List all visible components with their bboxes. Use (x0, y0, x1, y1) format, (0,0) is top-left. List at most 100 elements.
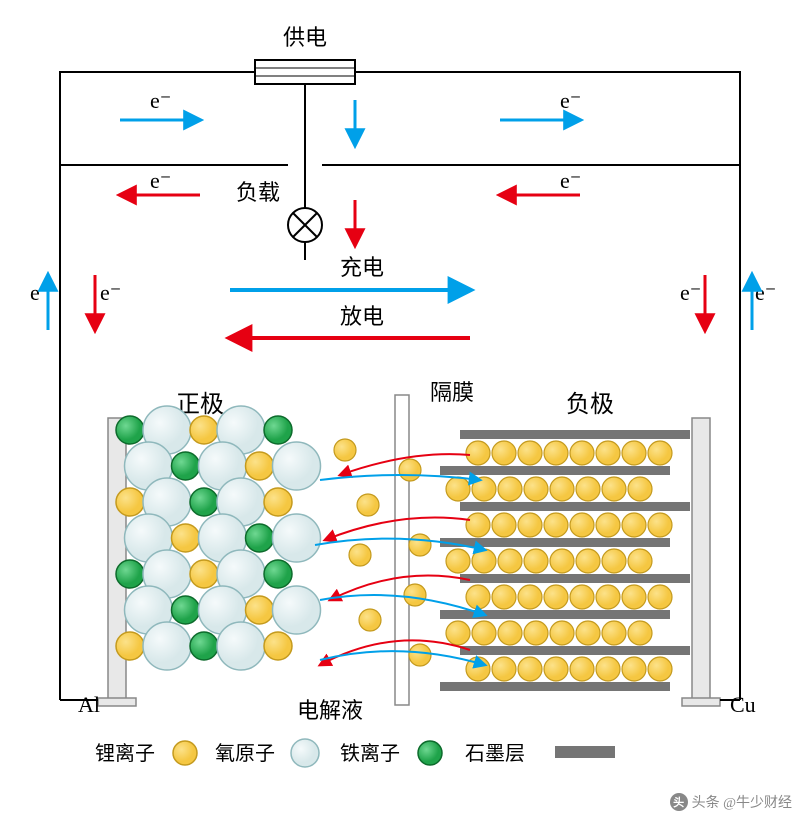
lithium-ion (190, 416, 218, 444)
anode-layers (440, 430, 690, 691)
lithium-ion (472, 477, 496, 501)
electron-label: e⁻ (100, 280, 121, 305)
electron-label: e⁻ (150, 168, 171, 193)
lithium-ion (576, 477, 600, 501)
lithium-ion (544, 657, 568, 681)
lithium-ion (172, 524, 200, 552)
lithium-ion (399, 459, 421, 481)
load-label: 负载 (236, 180, 280, 205)
iron-ion (190, 488, 218, 516)
lithium-ion (357, 494, 379, 516)
lithium-ion (246, 596, 274, 624)
lithium-ion (596, 513, 620, 537)
separator-label: 隔膜 (430, 380, 474, 405)
lithium-ion (492, 657, 516, 681)
iron-ion (116, 416, 144, 444)
lithium-ion (622, 585, 646, 609)
lithium-ion (466, 513, 490, 537)
graphite-layer (460, 574, 690, 583)
iron-ion (264, 560, 292, 588)
lithium-ion (492, 441, 516, 465)
oxygen-atom (273, 514, 321, 562)
lithium-ion (596, 657, 620, 681)
lithium-ion (349, 544, 371, 566)
lithium-ion (518, 657, 542, 681)
lithium-ion (498, 477, 522, 501)
lithium-ion (570, 585, 594, 609)
lithium-ion (409, 534, 431, 556)
lithium-ion (544, 585, 568, 609)
battery-diagram: 供电 负载 e⁻ e⁻ e⁻ e⁻ e⁻ e⁻ e⁻ e⁻ 充电 (0, 0, 800, 780)
lithium-ion (550, 621, 574, 645)
iron-ion (172, 596, 200, 624)
lithium-ion (466, 441, 490, 465)
lithium-ion (518, 585, 542, 609)
lithium-ion (622, 657, 646, 681)
iron-ion (264, 416, 292, 444)
legend-fe: 铁离子 (340, 742, 400, 765)
lithium-ion (446, 549, 470, 573)
graphite-layer (440, 466, 670, 475)
lithium-ion (602, 621, 626, 645)
lithium-ion (576, 621, 600, 645)
lithium-ion (116, 632, 144, 660)
lithium-ion (648, 657, 672, 681)
lithium-ion (190, 560, 218, 588)
lithium-ion (404, 584, 426, 606)
lithium-ion (524, 549, 548, 573)
lithium-ion (472, 549, 496, 573)
lithium-ion (602, 477, 626, 501)
lithium-ion (498, 549, 522, 573)
lithium-ion (550, 477, 574, 501)
lithium-ion (596, 441, 620, 465)
electron-label: e⁻ (150, 88, 171, 113)
lithium-ion (648, 513, 672, 537)
oxygen-atom (217, 622, 265, 670)
cu-collector: Cu (682, 418, 756, 717)
lithium-ion (359, 609, 381, 631)
lithium-ion (576, 549, 600, 573)
lithium-ion (602, 549, 626, 573)
electron-label: e⁻ (755, 280, 776, 305)
iron-ion (172, 452, 200, 480)
lithium-ion (264, 488, 292, 516)
oxygen-atom (143, 622, 191, 670)
lithium-ion (334, 439, 356, 461)
power-label: 供电 (283, 25, 327, 50)
graphite-layer (460, 502, 690, 511)
oxygen-atom (273, 442, 321, 490)
anode-label: 负极 (566, 391, 614, 418)
lithium-ion (446, 621, 470, 645)
iron-ion (246, 524, 274, 552)
lithium-ion (472, 621, 496, 645)
legend-li: 锂离子 (95, 742, 155, 765)
lithium-ion (492, 513, 516, 537)
lithium-ion (492, 585, 516, 609)
lithium-ion (628, 477, 652, 501)
iron-ion (190, 632, 218, 660)
lithium-ion (446, 477, 470, 501)
lithium-ion (524, 621, 548, 645)
lithium-ion (596, 585, 620, 609)
lithium-ion (648, 441, 672, 465)
iron-ion (116, 560, 144, 588)
electron-label: e⁻ (560, 168, 581, 193)
lithium-ion (622, 441, 646, 465)
lithium-ion (570, 513, 594, 537)
watermark-text: 头条 @牛少财经 (692, 792, 792, 812)
graphite-layer (460, 430, 690, 439)
lithium-ion (544, 513, 568, 537)
electrolyte-label: 电解液 (297, 698, 363, 723)
lithium-ion (498, 621, 522, 645)
cu-label: Cu (730, 692, 756, 717)
watermark: 头 头条 @牛少财经 (670, 792, 792, 812)
graphite-layer (440, 538, 670, 547)
electron-label: e⁻ (680, 280, 701, 305)
watermark-icon: 头 (670, 793, 688, 811)
lithium-ion (628, 621, 652, 645)
legend-graphite: 石墨层 (465, 743, 525, 765)
lithium-ion (466, 585, 490, 609)
lithium-ion (518, 441, 542, 465)
discharge-label: 放电 (340, 304, 384, 329)
lithium-ion (570, 657, 594, 681)
